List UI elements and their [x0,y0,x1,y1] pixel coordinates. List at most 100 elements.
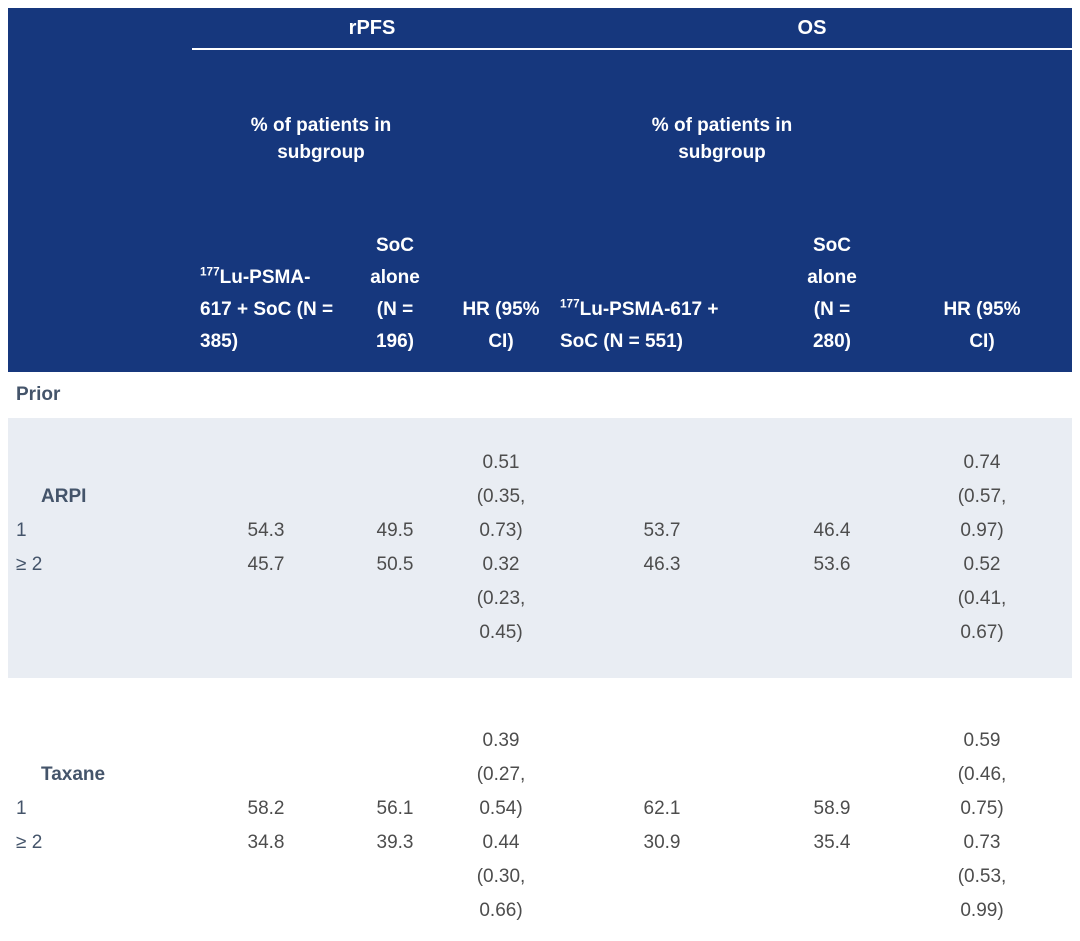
cell-value: (0.35, [476,486,526,507]
cell-value [552,480,772,514]
cell-value: (0.41, [957,588,1007,609]
group-label-rpfs: rPFS [348,16,396,39]
cell-value: 35.4 [813,832,851,853]
subheader-rpfs: % of patients in subgroup [192,112,450,166]
column-header-text: HR (95% CI) [943,299,1021,352]
cell-value: 58.9 [813,798,851,819]
table-row: (0.23, (0.41, [8,582,1072,616]
table-row: 0.51 0.74 [8,446,1072,480]
group-label: ARPI [41,486,87,507]
group-header-os: OS [552,8,1072,50]
column-header-text: SoC alone (N = 196) [370,235,420,352]
cell-value: 58.2 [247,798,285,819]
cell-value [772,616,892,650]
table-row: (0.30, (0.53, [8,860,1072,894]
cell-value: 0.73 [963,832,1001,853]
table-body: Prior 0.51 0.74 ARPI (0.35, (0.57, 1 54.3 49.5 0… [8,372,1072,938]
cell-value: 0.54) [479,798,523,819]
row-label [8,582,192,616]
table-row: ARPI (0.35, (0.57, [8,480,1072,514]
cell-value: 0.74 [963,452,1001,473]
cell-value [772,480,892,514]
row-label [8,724,192,758]
cell-value: 46.3 [643,554,681,575]
cell-value: 39.3 [376,832,414,853]
column-header-text: HR (95% CI) [462,299,540,352]
cell-value [772,894,892,928]
table-row: 0.66) 0.99) [8,894,1072,928]
group-label: Taxane [41,764,106,785]
cell-value: 0.45) [479,622,523,643]
column-header-soc-alone-rpfs: SoC alone (N = 196) [340,230,450,358]
cell-value: 62.1 [643,798,681,819]
cell-value [340,616,450,650]
row-label: 1 [16,798,27,819]
cell-value: 0.99) [960,900,1004,921]
subheader-rpfs-label: % of patients in subgroup [250,115,392,163]
isotope-superscript: 177 [200,265,220,279]
table-row: 1 54.3 49.5 0.73) 53.7 46.4 0.97) [8,514,1072,548]
table-row: 1 58.2 56.1 0.54) 62.1 58.9 0.75) [8,792,1072,826]
cell-value [192,616,340,650]
group-band-taxane: 0.39 0.59 Taxane (0.27, (0.46, 1 58.2 56.1 0.54)… [8,700,1072,938]
cell-value: 53.7 [643,520,681,541]
subheader-row: % of patients in subgroup % of patients … [8,112,1072,166]
cell-value [192,860,340,894]
column-header-text: SoC alone (N = 280) [807,235,857,352]
column-header-text: 177Lu-PSMA-617 + SoC (N = 551) [560,294,728,358]
cell-value [552,758,772,792]
cell-value [192,724,340,758]
group-label-os: OS [797,16,827,39]
cell-value: (0.46, [957,764,1007,785]
cell-value [772,582,892,616]
table-row: 0.39 0.59 [8,724,1072,758]
cell-value [340,480,450,514]
cell-value: 56.1 [376,798,414,819]
cell-value [772,724,892,758]
cell-value: 30.9 [643,832,681,853]
cell-value [552,446,772,480]
cell-value: 0.39 [482,730,520,751]
cell-value [192,582,340,616]
cell-value: 45.7 [247,554,285,575]
cell-value [772,446,892,480]
cell-value: 50.5 [376,554,414,575]
cell-value: 53.6 [813,554,851,575]
row-label: ≥ 2 [16,832,43,853]
cell-value [552,616,772,650]
cell-value [552,894,772,928]
cell-value: 0.32 [482,554,520,575]
cell-value: (0.53, [957,866,1007,887]
isotope-superscript: 177 [560,297,580,311]
cell-value [192,894,340,928]
cell-value [340,446,450,480]
row-label: 1 [16,520,27,541]
section-label: Prior [16,384,61,405]
column-header-main-text: Lu-PSMA-617 + SoC (N = 551) [560,299,719,352]
column-header-main-text: Lu-PSMA-617 + SoC (N = 385) [200,267,334,352]
cell-value: 0.44 [482,832,520,853]
cell-value: 54.3 [247,520,285,541]
row-label: ≥ 2 [16,554,43,575]
subgroup-results-table: rPFS OS % of patients in subgroup % of p… [8,8,1072,938]
cell-value [340,724,450,758]
cell-value: 0.51 [482,452,520,473]
table-row: ≥ 2 45.7 50.5 0.32 46.3 53.6 0.52 [8,548,1072,582]
cell-value: 49.5 [376,520,414,541]
column-header-lu-psma-rpfs: 177Lu-PSMA-617 + SoC (N = 385) [192,262,340,358]
cell-value: 0.97) [960,520,1004,541]
cell-value [772,758,892,792]
cell-value [192,758,340,792]
cell-value: (0.57, [957,486,1007,507]
cell-value: 0.75) [960,798,1004,819]
column-header-row: 177Lu-PSMA-617 + SoC (N = 385) SoC alone… [8,166,1072,372]
cell-value: 34.8 [247,832,285,853]
group-band-arpi: 0.51 0.74 ARPI (0.35, (0.57, 1 54.3 49.5 0.73) 53… [8,418,1072,678]
cell-value: (0.27, [476,764,526,785]
column-header-lu-psma-os: 177Lu-PSMA-617 + SoC (N = 551) [552,294,772,358]
cell-value [772,860,892,894]
cell-value [340,894,450,928]
section-header-row: Prior [8,372,1072,418]
subheader-os: % of patients in subgroup [552,112,892,166]
cell-value: (0.23, [476,588,526,609]
